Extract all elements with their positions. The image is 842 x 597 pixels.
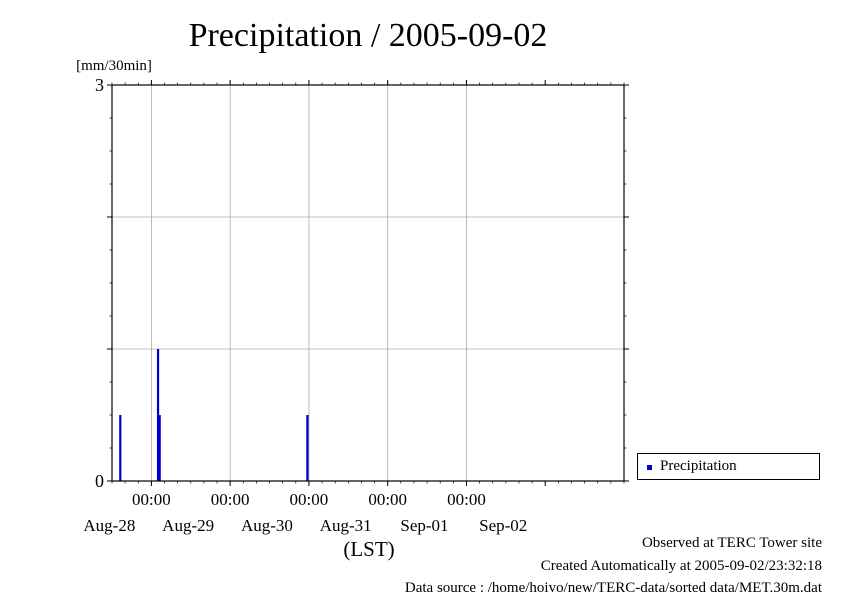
- x-date-label-0: Aug-28: [83, 516, 135, 535]
- precip-bar-0-0: [119, 415, 122, 481]
- footer-data-source: Data source : /home/hoivo/new/TERC-data/…: [404, 580, 822, 596]
- y-axis-unit-label: [mm/30min]: [76, 58, 152, 74]
- y-tick-label-1: 3: [95, 75, 104, 95]
- x-date-label-3: Aug-31: [320, 516, 372, 535]
- x-date-label-5: Sep-02: [479, 516, 527, 535]
- x-hour-label-1: 00:00: [211, 490, 250, 509]
- y-tick-label-0: 0: [95, 471, 104, 491]
- footer-observed-site: Observed at TERC Tower site: [641, 535, 822, 551]
- axis-ticks: [107, 80, 629, 486]
- precip-bar-0-3: [306, 415, 309, 481]
- legend-swatch-precipitation: [647, 465, 652, 470]
- x-date-label-4: Sep-01: [400, 516, 448, 535]
- x-hour-label-0: 00:00: [132, 490, 171, 509]
- x-date-label-2: Aug-30: [241, 516, 293, 535]
- x-hour-label-4: 00:00: [447, 490, 486, 509]
- grid-lines: [112, 85, 624, 481]
- precip-bar-0-2: [158, 415, 161, 481]
- x-date-label-1: Aug-29: [162, 516, 214, 535]
- chart-title: Precipitation / 2005-09-02: [189, 17, 548, 54]
- precip-bar-0-1: [156, 349, 160, 481]
- footer-created-timestamp: Created Automatically at 2005-09-02/23:3…: [540, 558, 822, 574]
- axis-tick-labels: 0 3 00:00 00:00 00:00 00:00 00:00 Aug-28 Aug-29 A…: [83, 75, 527, 535]
- legend: Precipitation: [637, 453, 820, 480]
- legend-label-precipitation: Precipitation: [660, 458, 737, 474]
- x-hour-label-3: 00:00: [368, 490, 407, 509]
- plot-area-frame: [111, 84, 625, 482]
- x-axis-unit-label: (LST): [343, 537, 394, 561]
- precipitation-bars: [119, 349, 309, 481]
- x-hour-label-2: 00:00: [290, 490, 329, 509]
